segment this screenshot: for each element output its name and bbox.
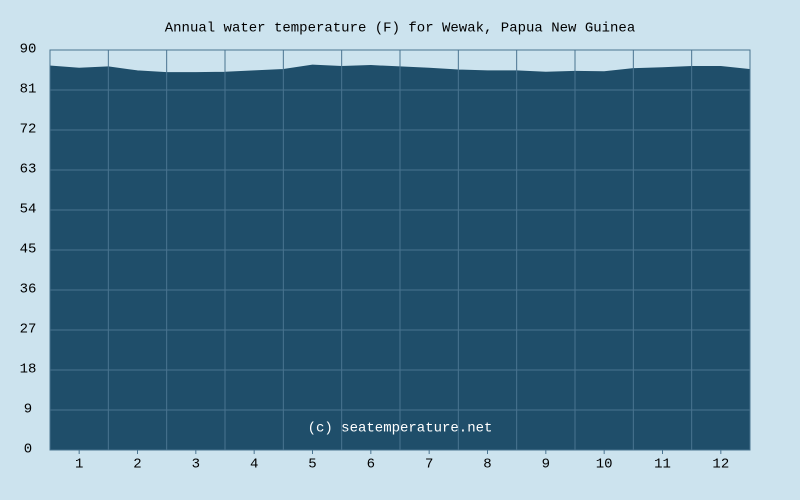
x-tick-label: 9 [542,457,550,473]
y-tick-label: 18 [20,362,37,378]
x-tick-label: 7 [425,457,433,473]
chart-title: Annual water temperature (F) for Wewak, … [165,21,635,37]
x-tick-label: 4 [250,457,258,473]
y-tick-label: 45 [20,242,37,258]
x-tick-label: 11 [654,457,671,473]
x-tick-label: 2 [133,457,141,473]
x-tick-label: 10 [596,457,613,473]
annotation: (c) seatemperature.net [308,421,493,437]
x-tick-label: 3 [192,457,200,473]
y-tick-label: 72 [20,122,37,138]
x-tick-label: 8 [483,457,491,473]
y-tick-label: 9 [24,402,32,418]
x-tick-label: 12 [712,457,729,473]
y-tick-label: 63 [20,162,37,178]
y-tick-label: 54 [20,202,37,218]
y-tick-label: 36 [20,282,37,298]
y-tick-label: 90 [20,42,37,58]
y-tick-label: 0 [24,442,32,458]
x-tick-label: 5 [308,457,316,473]
x-tick-label: 6 [367,457,375,473]
plot-border [49,49,751,451]
y-tick-label: 81 [20,82,37,98]
y-tick-label: 27 [20,322,37,338]
x-tick-label: 1 [75,457,83,473]
